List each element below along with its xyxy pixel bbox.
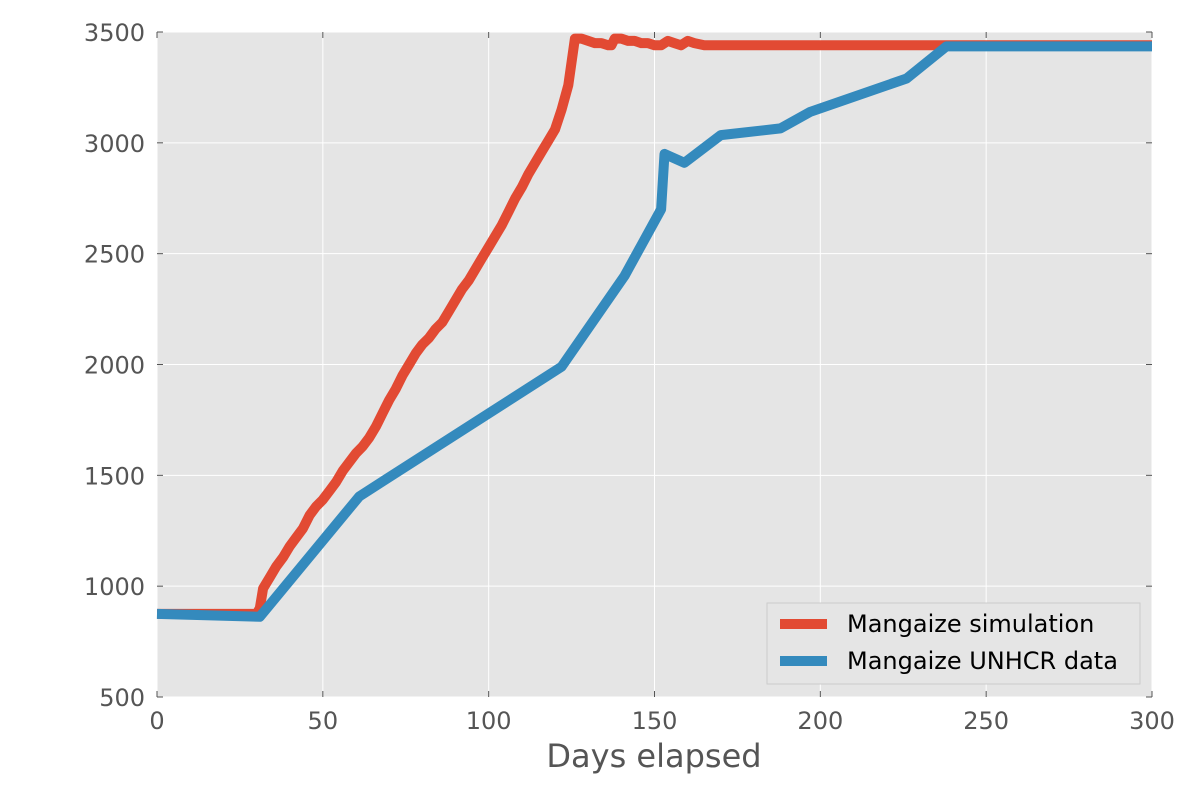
y-tick-label: 3500 <box>84 19 145 47</box>
legend-label-unhcr: Mangaize UNHCR data <box>847 647 1118 675</box>
series-line-unhcr <box>156 41 1152 622</box>
tick-labels: 0 50 100 150 200 250 300 500 1000 1500 2000 2500 300… <box>84 19 1175 735</box>
legend: Mangaize simulation Mangaize UNHCR data <box>766 602 1141 685</box>
x-axis-title: Days elapsed <box>546 737 761 775</box>
x-tick-label: 0 <box>149 707 164 735</box>
x-tick-label: 100 <box>466 707 512 735</box>
x-tick-label: 300 <box>1129 707 1175 735</box>
legend-label-simulation: Mangaize simulation <box>847 610 1094 638</box>
x-tick-label: 200 <box>797 707 843 735</box>
x-tick-label: 50 <box>308 707 339 735</box>
y-tick-label: 2000 <box>84 352 145 380</box>
y-tick-label: 500 <box>99 684 145 712</box>
x-tick-label: 150 <box>632 707 678 735</box>
y-tick-label: 2500 <box>84 241 145 269</box>
legend-box <box>766 602 1141 685</box>
axis-ticks <box>156 31 1153 698</box>
y-tick-label: 3000 <box>84 130 145 158</box>
y-tick-label: 1000 <box>84 573 145 601</box>
y-tick-label: 1500 <box>84 462 145 490</box>
series-line-simulation <box>157 33 1152 619</box>
x-tick-label: 250 <box>963 707 1009 735</box>
series-layer <box>156 33 1152 622</box>
